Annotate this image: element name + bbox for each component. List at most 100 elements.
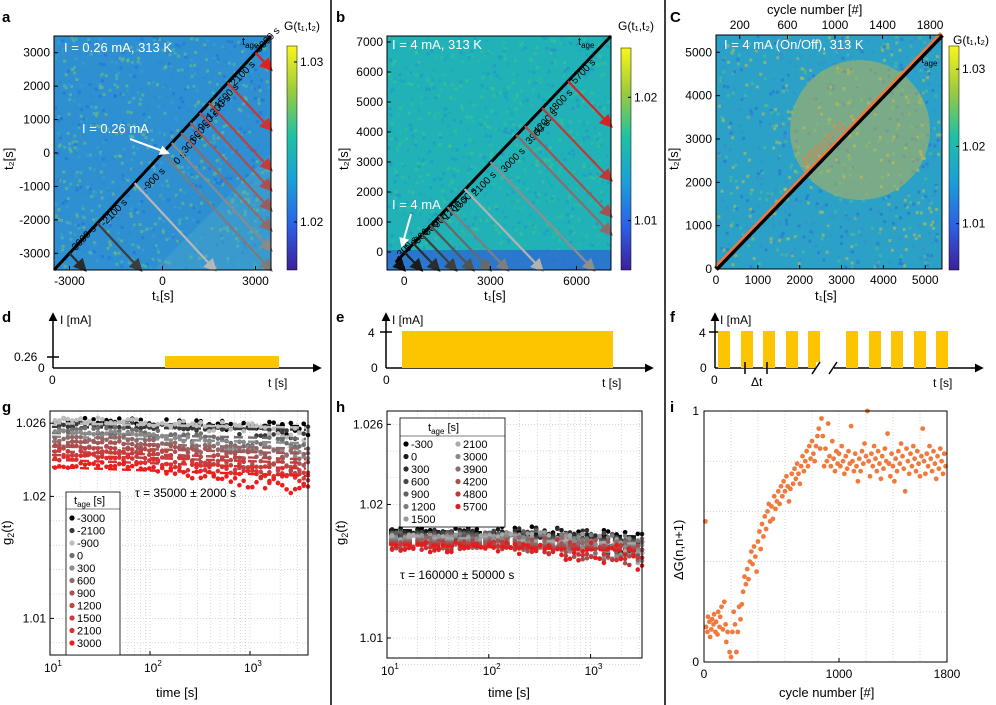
heatmap-a-ylabel: t₂[s] [1,148,16,170]
chart-data-point [275,436,281,442]
chart-data-point [563,538,569,543]
heatmap-texture-cell [915,211,919,215]
chart-data-point [797,481,803,487]
heatmap-texture-cell [740,44,744,48]
heatmap-texture-cell [125,84,129,88]
heatmap-texture-cell [407,206,411,210]
chart-data-point [185,473,191,479]
chart-data-point [504,537,509,542]
heatmap-texture-cell [427,88,431,92]
chart-data-point [866,458,872,464]
heatmap-texture-cell [101,157,105,161]
heatmap-texture-cell [253,194,256,198]
heatmap-texture-cell [178,222,182,226]
heatmap-texture-cell [241,180,244,184]
heatmap-texture-cell [500,152,504,156]
heatmap-texture-cell [931,52,935,56]
heatmap-texture-cell [841,69,845,73]
legend-marker [69,640,75,646]
heatmap-texture-cell [438,143,442,147]
heatmap-b-colorbar-label: G(t₁,t₂) [618,19,654,33]
heatmap-texture-cell [748,42,752,46]
heatmap-texture-cell [258,41,262,45]
heatmap-texture-cell [204,47,208,51]
chart-data-point [117,416,122,421]
heatmap-texture-cell [818,210,822,214]
heatmap-texture-cell [146,146,150,150]
heatmap-texture-cell [859,175,863,179]
heatmap-texture-cell [876,242,880,246]
chart-data-point [419,537,425,542]
heatmap-texture-cell [817,251,820,255]
heatmap-texture-cell [532,201,536,205]
chart-data-point [491,539,497,545]
chart-data-point [194,418,199,423]
heatmap-texture-cell [117,237,121,241]
heatmap-texture-cell [588,172,592,176]
chart-data-point [732,622,738,627]
heatmap-texture-cell [919,64,923,68]
heatmap-texture-cell [855,216,859,220]
heatmap-texture-cell [165,238,169,241]
chart-data-point [147,422,152,428]
chart-data-point [478,533,484,538]
chart-data-point [571,554,577,559]
heatmap-texture-cell [75,188,79,192]
heatmap-texture-cell [749,63,753,66]
heatmap-texture-cell [576,187,580,191]
chart-data-point [267,469,272,475]
heatmap-texture-cell [190,74,194,78]
heatmap-texture-cell [545,195,549,199]
heatmap-texture-cell [543,115,547,119]
heatmap-texture-cell [509,121,513,125]
heatmap-texture-cell [110,258,114,262]
heatmap-texture-cell [468,180,472,184]
heatmap-texture-cell [918,99,922,103]
chart-data-point [778,483,784,489]
heatmap-texture-cell [821,53,825,57]
heatmap-texture-cell [549,51,553,55]
heatmap-texture-cell [261,90,265,93]
heatmap-texture-cell [167,198,170,202]
chart-data-point [512,542,518,547]
chart-data-point [95,435,101,440]
heatmap-texture-cell [218,182,222,185]
chart-xtick-label: 102 [144,659,162,675]
chart-data-point [52,436,58,441]
heatmap-texture-cell [472,120,476,124]
heatmap-texture-cell [135,45,139,49]
legend-label: 1200 [411,502,435,514]
heatmap-texture-cell [746,174,750,178]
heatmap-texture-cell [814,244,818,248]
heatmap-texture-cell [229,139,233,143]
heatmap-texture-cell [216,58,220,62]
heatmap-texture-cell [595,174,599,178]
legend-label: 300 [77,563,95,575]
heatmap-texture-cell [57,81,61,84]
heatmap-a-ytick-label: -1000 [19,179,50,193]
chart-data-point [151,442,156,448]
heatmap-texture-cell [393,180,397,184]
chart-data-point [168,425,174,430]
heatmap-texture-cell [589,166,593,170]
chart-data-point [874,468,880,474]
heatmap-texture-cell [227,174,231,178]
heatmap-texture-cell [407,214,411,218]
heatmap-texture-cell [778,222,782,225]
heatmap-texture-cell [566,200,569,204]
chart-data-point [147,458,152,463]
heatmap-texture-cell [195,102,199,106]
chart-data-point [593,533,598,538]
heatmap-texture-cell [934,220,938,224]
heatmap-texture-cell [896,187,900,191]
chart-data-point [588,554,594,560]
heatmap-texture-cell [160,58,164,62]
heatmap-texture-cell [774,108,777,112]
heatmap-texture-cell [212,43,216,47]
chart-data-point [280,422,285,427]
heatmap-texture-cell [772,35,776,39]
heatmap-texture-cell [71,120,75,124]
chart-i-plot-area [704,411,947,662]
heatmap-texture-cell [176,164,180,168]
chart-data-point [65,442,71,447]
